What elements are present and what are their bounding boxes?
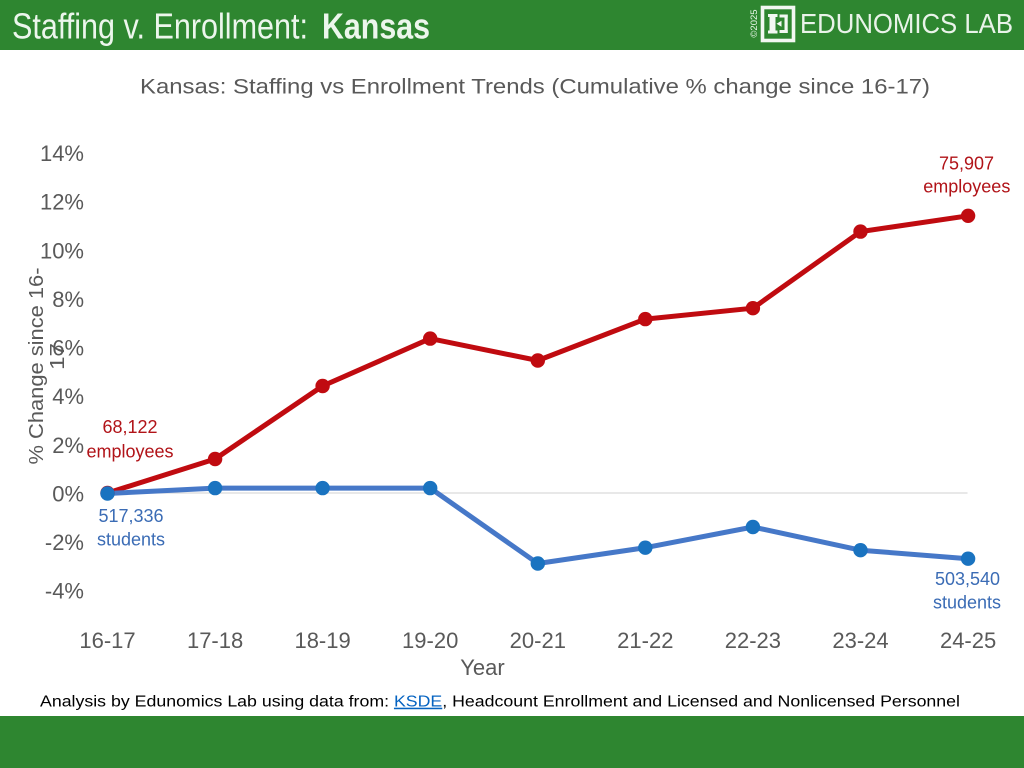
- svg-text:EDUNOMICS LAB: EDUNOMICS LAB: [800, 8, 1013, 39]
- svg-text:6%: 6%: [52, 336, 84, 361]
- svg-text:8%: 8%: [52, 287, 84, 312]
- svg-text:employees: employees: [923, 177, 1010, 197]
- svg-text:Staffing v. Enrollment:: Staffing v. Enrollment:: [12, 6, 308, 47]
- svg-text:Kansas: Kansas: [322, 6, 430, 47]
- svg-text:20-21: 20-21: [510, 628, 566, 653]
- svg-text:75,907: 75,907: [939, 154, 994, 174]
- svg-text:22-23: 22-23: [725, 628, 781, 653]
- svg-text:% Change since 16-: % Change since 16-: [26, 268, 48, 465]
- svg-text:517,336: 517,336: [98, 506, 163, 526]
- svg-text:503,540: 503,540: [935, 569, 1000, 589]
- svg-text:-4%: -4%: [45, 579, 84, 604]
- svg-text:12%: 12%: [40, 190, 84, 215]
- svg-text:18-19: 18-19: [294, 628, 350, 653]
- svg-text:©2025: ©2025: [749, 9, 760, 37]
- svg-text:Year: Year: [460, 655, 504, 680]
- svg-text:2%: 2%: [52, 433, 84, 458]
- svg-text:students: students: [97, 530, 165, 550]
- svg-text:0%: 0%: [52, 482, 84, 507]
- svg-text:14%: 14%: [40, 141, 84, 166]
- svg-text:4%: 4%: [52, 384, 84, 409]
- svg-text:students: students: [933, 592, 1001, 612]
- svg-text:19-20: 19-20: [402, 628, 458, 653]
- svg-text:17: 17: [47, 343, 69, 370]
- svg-text:17-18: 17-18: [187, 628, 243, 653]
- svg-text:23-24: 23-24: [832, 628, 888, 653]
- svg-text:-2%: -2%: [45, 530, 84, 555]
- svg-text:Kansas: Staffing vs Enrollment: Kansas: Staffing vs Enrollment Trends (C…: [140, 76, 930, 99]
- svg-text:10%: 10%: [40, 238, 84, 263]
- svg-text:68,122: 68,122: [102, 417, 157, 437]
- svg-text:Analysis by Edunomics Lab usin: Analysis by Edunomics Lab using data fro…: [40, 694, 960, 711]
- svg-text:21-22: 21-22: [617, 628, 673, 653]
- svg-text:16-17: 16-17: [79, 628, 135, 653]
- svg-text:employees: employees: [86, 441, 173, 461]
- svg-text:24-25: 24-25: [940, 628, 996, 653]
